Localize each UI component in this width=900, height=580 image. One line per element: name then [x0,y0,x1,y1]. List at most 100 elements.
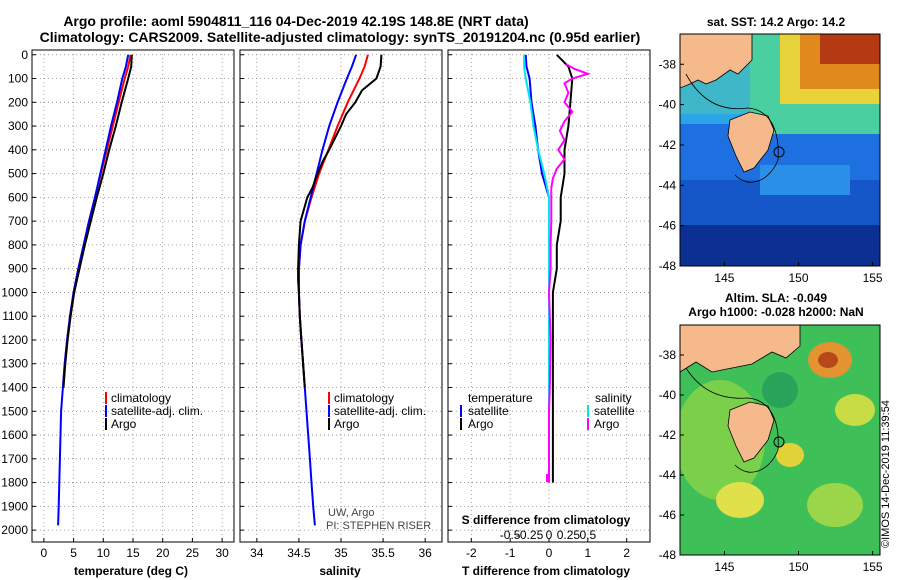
sst-map-title: sat. SST: 14.2 Argo: 14.2 [707,15,846,29]
float-owner-text: UW, Argo [328,507,374,519]
series-line-satellite-adj-clim- [57,54,130,526]
temperature-axes-box [31,49,235,543]
depth-tick-label: 1800 [1,476,28,490]
map-lat-label: -42 [659,428,677,442]
s-difference-tick-label: 0.25 [557,528,581,542]
series-line-satellite-adj-clim- [297,54,358,526]
depth-tick-label: 400 [8,143,28,157]
depth-tick-label: 1700 [1,452,28,466]
depth-tick-label: 1300 [1,357,28,371]
salinity-tick-labels: 34 34.5 35 35.5 36 [250,546,432,560]
sst-map-frame [679,33,881,267]
map-lat-label: -38 [659,348,677,362]
map-lon-label: 145 [714,271,734,285]
sla-map-ticks: 145 150 155 -38 -40 -42 -44 -46 -48 [659,348,883,574]
s-difference-tick-label: 0.5 [580,528,597,542]
x-tick-label: 30 [215,546,229,560]
difference-tick-labels: -2 -1 0 1 2 -0.5-0.25 0 0.25 0.5 [466,528,630,560]
x-tick-label: 35.5 [371,546,395,560]
depth-tick-label: 800 [8,238,28,252]
depth-tick-label: 900 [8,262,28,276]
map-lat-label: -40 [659,388,677,402]
depth-tick-label: 1100 [2,309,28,323]
depth-tick-label: 1200 [1,333,28,347]
depth-tick-label: 700 [8,214,28,228]
x-tick-label: 20 [156,546,170,560]
sst-map-field [680,34,880,266]
x-tick-label: 1 [585,546,592,560]
depth-tick-labels: 0 100 200 300 400 500 600 700 800 900 1000 1100 1200… [1,48,28,537]
x-tick-label: 36 [418,546,432,560]
temperature-axis-label: temperature (deg C) [74,564,188,578]
temperature-panel: 0100200300400500600700800900100011001200… [1,48,235,578]
series-line-temperature-argo [551,54,574,483]
salinity-grid [240,50,442,542]
x-tick-label: 25 [186,546,200,560]
difference-series [523,54,591,483]
argo-location-marker [773,146,785,158]
map-lon-label: 150 [789,560,809,574]
salinity-series [297,54,383,526]
sla-map-subtitle: Argo h1000: -0.028 h2000: NaN [688,305,863,319]
x-tick-label: -2 [466,546,477,560]
series-line-argo [62,54,133,388]
series-line-salinity-argo [547,63,591,483]
sla-map: Altim. SLA: -0.049 Argo h1000: -0.028 h2… [659,291,883,574]
legend-climatology-label: climatology [111,391,171,405]
map-lat-label: -46 [659,508,677,522]
series-line-argo [297,54,383,388]
depth-tick-label: 500 [8,167,28,181]
legend-temperature-head: temperature [468,391,533,405]
sla-map-title: Altim. SLA: -0.049 [725,291,827,305]
depth-tick-label: 2000 [1,523,28,537]
s-difference-axis-label: S difference from climatology [462,513,631,527]
depth-tick-label: 1400 [1,381,28,395]
map-lon-label: 145 [714,560,734,574]
x-tick-label: 35 [334,546,348,560]
difference-legend: temperature satellite Argo salinity sate… [460,391,635,431]
s-difference-tick-label: 0 [546,528,553,542]
legend-salinity-head: salinity [595,391,632,405]
map-lon-label: 155 [863,271,883,285]
legend-argo-label: Argo [334,417,360,431]
x-tick-label: 0 [546,546,553,560]
imos-watermark: ©IMOS 14-Dec-2019 11:39:54 [880,400,892,548]
s-difference-tick-label: -0.5 [500,528,521,542]
x-tick-label: 2 [623,546,630,560]
x-tick-label: 0 [41,546,48,560]
map-lat-label: -48 [659,548,677,562]
s-difference-tick-label: -0.25 [516,528,544,542]
series-line-climatology [297,54,369,388]
depth-tick-label: 100 [8,72,28,86]
map-lat-label: -44 [659,178,677,192]
argo-location-marker [773,436,785,448]
temperature-series [57,54,133,526]
title-line-2: Climatology: CARS2009. Satellite-adjuste… [40,29,641,45]
salinity-panel: 34 34.5 35 35.5 36 salinity climatology sate… [239,49,443,578]
map-lat-label: -44 [659,468,677,482]
map-lat-label: -42 [659,138,677,152]
x-tick-label: 34.5 [287,546,311,560]
legend-t-satellite-label: satellite [468,404,509,418]
x-tick-label: 10 [97,546,111,560]
legend-satellite-label: satellite-adj. clim. [111,404,203,418]
legend-climatology-label: climatology [334,391,394,405]
legend-s-satellite-label: satellite [594,404,635,418]
temperature-grid [32,50,234,542]
difference-panel: -2 -1 0 1 2 -0.5-0.25 0 0.25 0.5 T difference fr… [447,49,651,578]
map-lat-label: -38 [659,57,677,71]
series-line-temperature-satellite [524,54,550,435]
depth-tick-label: 1000 [1,285,28,299]
depth-tick-label: 200 [8,95,28,109]
temperature-tick-labels: 0 5 10 15 20 25 30 [41,546,230,560]
legend-argo-label: Argo [111,417,137,431]
depth-tick-label: 600 [8,190,28,204]
salinity-legend: climatology satellite-adj. clim. Argo [328,391,426,431]
map-lat-label: -40 [659,98,677,112]
depth-tick-label: 1900 [1,499,28,513]
sla-map-field [680,325,880,555]
argo-bottom-marker [546,474,550,482]
map-lat-label: -48 [659,259,677,273]
map-lon-label: 155 [863,560,883,574]
